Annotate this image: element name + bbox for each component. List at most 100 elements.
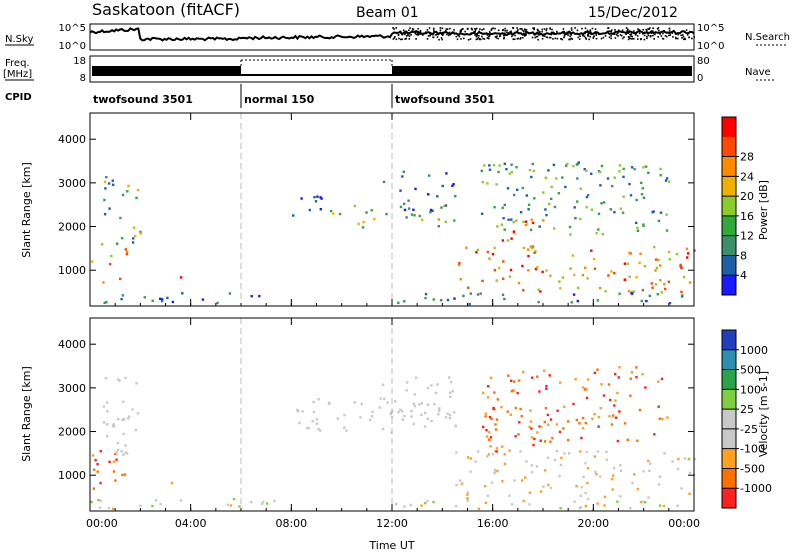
heatmap-cell	[131, 408, 134, 411]
heatmap-cell	[567, 452, 571, 455]
heatmap-cell	[530, 175, 533, 179]
nsearch-dot	[475, 38, 478, 41]
heatmap-cell	[273, 499, 276, 503]
heatmap-cell	[512, 221, 515, 224]
nsearch-dot	[536, 28, 539, 31]
heatmap-cell	[540, 425, 543, 429]
heatmap-cell	[104, 187, 107, 190]
heatmap-cell	[647, 459, 650, 463]
colorbar-tick-label: 100	[740, 383, 761, 396]
nsearch-dot	[587, 35, 589, 37]
heatmap-cell	[503, 462, 507, 466]
heatmap-cell	[520, 415, 523, 418]
heatmap-cell	[635, 366, 638, 369]
nsearch-dot	[448, 34, 450, 37]
nsearch-dot	[503, 36, 505, 39]
nsearch-dot	[633, 30, 635, 32]
heatmap-cell	[509, 413, 512, 416]
heatmap-cell	[495, 447, 499, 450]
heatmap-cell	[547, 169, 550, 172]
nsearch-dot	[648, 28, 650, 30]
heatmap-cell	[572, 165, 575, 168]
heatmap-cell	[452, 183, 455, 186]
nsearch-dot	[686, 34, 689, 36]
heatmap-cell	[545, 269, 548, 272]
nsearch-dot	[392, 27, 394, 29]
heatmap-cell	[629, 394, 632, 397]
heatmap-cell	[677, 457, 680, 461]
nsearch-dot	[625, 33, 627, 36]
heatmap-cell	[586, 378, 590, 381]
heatmap-cell	[443, 204, 446, 208]
heatmap-cell	[122, 418, 126, 421]
heatmap-cell	[386, 401, 389, 404]
heatmap-cell	[688, 471, 692, 475]
nsearch-dot	[475, 35, 478, 38]
heatmap-cell	[405, 216, 408, 219]
heatmap-cell	[486, 494, 489, 497]
heatmap-cell	[527, 269, 530, 272]
nsearch-dot	[633, 38, 635, 40]
heatmap-cell	[296, 408, 299, 412]
nsearch-dot	[463, 37, 465, 40]
heatmap-cell	[508, 275, 512, 278]
heatmap-cell	[229, 504, 233, 507]
freq-band-1	[92, 66, 241, 76]
nsearch-dot	[630, 35, 632, 37]
nsearch-dot	[466, 28, 469, 30]
nsearch-dot	[453, 31, 455, 34]
heatmap-cell	[439, 299, 443, 302]
nsearch-dot	[668, 34, 670, 37]
nsearch-dot	[417, 33, 419, 36]
heatmap-cell	[306, 427, 309, 430]
heatmap-cell	[612, 467, 616, 470]
heatmap-cell	[622, 175, 625, 179]
heatmap-cell	[498, 266, 501, 270]
heatmap-cell	[102, 421, 106, 424]
nsearch-dot	[522, 30, 525, 33]
nsearch-dot	[676, 37, 679, 40]
heatmap-cell	[543, 420, 546, 424]
heatmap-cell	[469, 292, 472, 295]
heatmap-cell	[552, 163, 556, 167]
nsearch-dot	[469, 38, 472, 40]
heatmap-cell	[467, 286, 470, 289]
heatmap-cell	[410, 415, 413, 418]
heatmap-cell	[668, 258, 671, 261]
nsearch-dot	[588, 38, 590, 41]
heatmap-cell	[599, 407, 602, 410]
nsearch-dot	[635, 34, 637, 36]
nsearch-dot	[646, 37, 648, 40]
heatmap-cell	[631, 481, 634, 485]
heatmap-cell	[604, 290, 607, 293]
heatmap-cell	[573, 273, 576, 277]
heatmap-cell	[609, 208, 612, 211]
heatmap-cell	[397, 301, 400, 304]
heatmap-cell	[630, 371, 634, 374]
heatmap-cell	[486, 250, 490, 254]
heatmap-cell	[103, 180, 107, 184]
heatmap-cell	[143, 296, 146, 299]
heatmap-cell	[658, 504, 662, 507]
nsearch-dot	[669, 34, 672, 36]
freq-tick-high: 18	[73, 56, 86, 67]
heatmap-cell	[124, 451, 127, 454]
heatmap-cell	[512, 230, 516, 233]
heatmap-cell	[123, 473, 127, 476]
heatmap-cell	[578, 422, 581, 425]
heatmap-cell	[676, 504, 679, 507]
heatmap-cell	[545, 387, 548, 390]
heatmap-cell	[446, 298, 450, 302]
nsearch-dot	[476, 38, 479, 40]
nsearch-dot	[462, 28, 464, 30]
nsearch-dot	[524, 29, 526, 31]
date-title: 15/Dec/2012	[588, 5, 678, 21]
x-tick-label: 00:00	[86, 517, 118, 530]
colorbar-segment	[722, 488, 736, 509]
heatmap-cell	[549, 418, 553, 421]
nsearch-dot	[426, 29, 429, 31]
y-tick-label: 2000	[58, 426, 86, 439]
heatmap-cell	[510, 379, 513, 382]
nsearch-dot	[554, 37, 557, 40]
nsearch-dot	[674, 33, 677, 35]
